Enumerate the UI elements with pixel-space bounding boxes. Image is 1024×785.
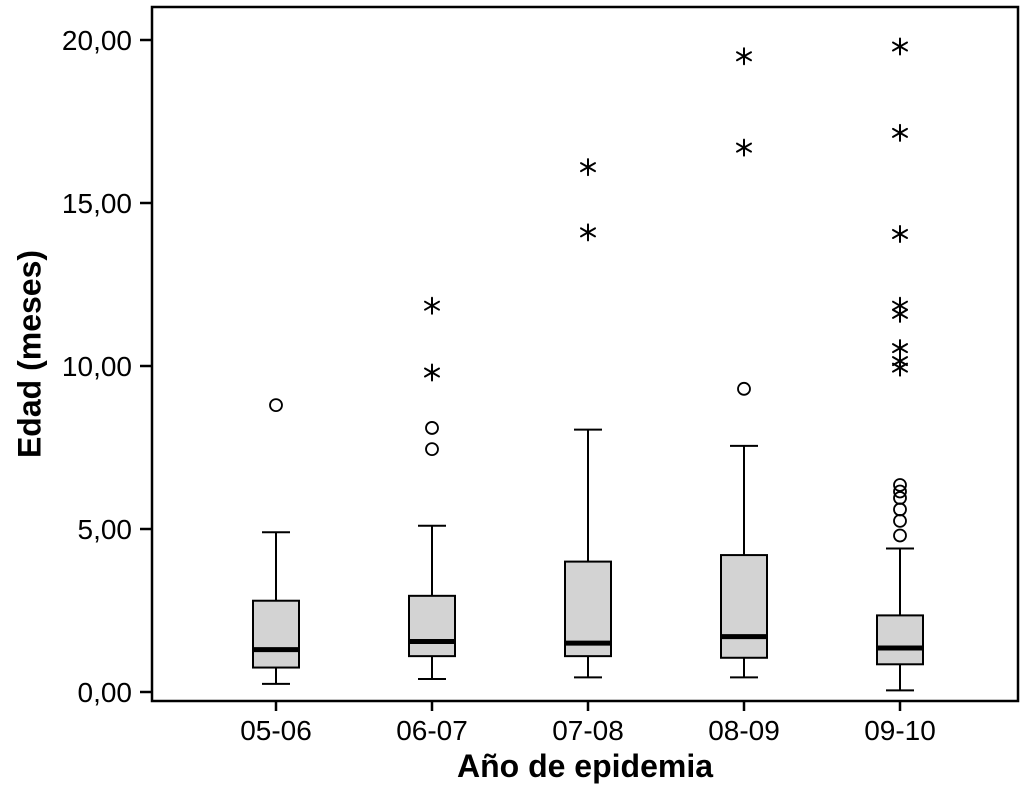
extreme-point	[892, 224, 908, 243]
asterisk-arm	[424, 367, 440, 378]
y-tick-label: 0,00	[78, 677, 133, 708]
extreme-point	[892, 296, 908, 315]
x-tick-label: 08-09	[708, 715, 780, 746]
plot-frame	[150, 5, 1020, 703]
asterisk-arm	[892, 356, 908, 367]
box-09-10	[876, 37, 924, 692]
extreme-point	[892, 123, 908, 142]
asterisk-arm	[892, 343, 908, 354]
outlier-point	[893, 513, 907, 528]
asterisk-arm	[892, 300, 908, 311]
outlier-point	[425, 442, 439, 457]
extreme-point	[580, 158, 596, 177]
asterisk-arm	[580, 227, 596, 238]
asterisk-arm	[736, 142, 752, 153]
extreme-point	[424, 296, 440, 315]
extreme-point	[892, 339, 908, 358]
asterisk-arm	[892, 127, 908, 138]
outlier-point	[893, 528, 907, 543]
x-axis-title: Año de epidemia	[456, 748, 714, 784]
outlier-point	[737, 381, 751, 396]
box-07-08	[564, 158, 612, 679]
extreme-point	[580, 223, 596, 242]
outlier-point	[269, 398, 283, 413]
y-tick-label: 10,00	[62, 351, 132, 382]
extreme-point	[736, 47, 752, 66]
outlier-point	[893, 484, 907, 499]
y-tick-label: 5,00	[78, 514, 133, 545]
x-tick-label: 07-08	[552, 715, 624, 746]
iqr-box	[252, 599, 300, 669]
iqr-box	[564, 560, 612, 658]
outlier-point	[893, 491, 907, 505]
extreme-point	[892, 37, 908, 56]
iqr-box	[408, 594, 456, 658]
box-08-09	[720, 47, 768, 679]
x-tick-label: 06-07	[396, 715, 468, 746]
asterisk-arm	[736, 51, 752, 62]
box-06-07	[408, 296, 456, 680]
extreme-point	[736, 138, 752, 157]
outlier-point	[893, 502, 907, 517]
asterisk-arm	[892, 228, 908, 239]
y-axis-title: Edad (meses)	[11, 249, 48, 459]
x-tick-label: 05-06	[240, 715, 312, 746]
y-tick-label: 15,00	[62, 188, 132, 219]
box-05-06	[252, 398, 300, 685]
iqr-box	[876, 614, 924, 666]
iqr-box	[720, 554, 768, 659]
x-tick-label: 09-10	[864, 715, 936, 746]
outlier-point	[893, 478, 907, 492]
asterisk-arm	[424, 300, 440, 311]
outlier-point	[425, 421, 439, 435]
y-tick-label: 20,00	[62, 25, 132, 56]
asterisk-arm	[580, 162, 596, 173]
asterisk-arm	[892, 41, 908, 52]
extreme-point	[424, 363, 440, 382]
